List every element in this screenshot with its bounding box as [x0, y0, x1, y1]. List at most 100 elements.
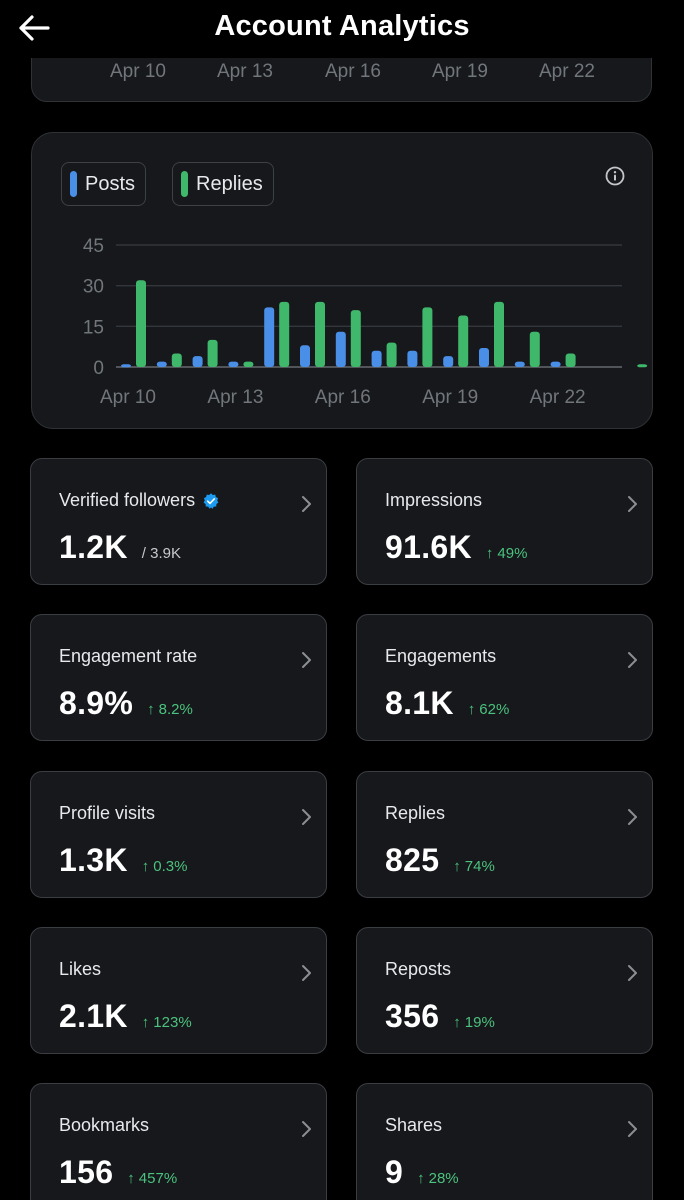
stat-value-row: 8.1K ↑ 62% — [385, 685, 509, 722]
x-tick-label: Apr 22 — [530, 387, 586, 408]
stat-change-value: 62% — [479, 701, 510, 718]
stat-change-value: 74% — [464, 858, 495, 875]
arrow-up-icon: ↑ — [127, 1170, 135, 1187]
stat-value: 1.3K — [59, 842, 128, 878]
stat-change-value: 49% — [497, 545, 528, 562]
chevron-right-icon — [628, 496, 637, 512]
stat-card-bookmarks[interactable]: Bookmarks 156 ↑ 457% — [30, 1083, 327, 1200]
replies-bar — [279, 301, 290, 367]
stat-card-profile-visits[interactable]: Profile visits 1.3K ↑ 0.3% — [30, 771, 327, 898]
stat-label: Reposts — [385, 959, 452, 979]
posts-bar — [514, 361, 525, 367]
chevron-right-icon — [302, 809, 311, 825]
verified-badge-icon — [203, 492, 219, 509]
y-tick-label: 0 — [93, 358, 104, 379]
stat-value-row: 1.3K ↑ 0.3% — [59, 842, 188, 879]
stat-card-engagements[interactable]: Engagements 8.1K ↑ 62% — [356, 614, 653, 741]
chevron-right-icon — [302, 965, 311, 981]
stat-card-verified-followers[interactable]: Verified followers 1.2K / 3.9K — [30, 458, 327, 585]
stat-change-value: 123% — [153, 1014, 192, 1031]
stat-label: Impressions — [385, 490, 483, 510]
y-tick-label: 15 — [83, 317, 104, 338]
chevron-right-icon — [628, 1121, 637, 1137]
posts-bar — [371, 350, 382, 367]
legend-replies-toggle[interactable]: Replies — [172, 162, 274, 206]
replies-bar — [207, 339, 218, 367]
stat-value-row: 8.9% ↑ 8.2% — [59, 685, 193, 722]
posts-bar — [156, 361, 167, 367]
replies-bar — [494, 301, 504, 367]
prev-x-label: Apr 19 — [432, 61, 488, 82]
stat-value-row: 156 ↑ 457% — [59, 1154, 177, 1191]
stat-card-likes[interactable]: Likes 2.1K ↑ 123% — [30, 927, 327, 1054]
stat-label: Likes — [59, 959, 102, 979]
replies-bar — [350, 310, 361, 367]
page-title: Account Analytics — [214, 10, 470, 42]
chevron-right-icon — [628, 809, 637, 825]
stat-change: ↑ 74% — [453, 858, 495, 875]
stat-change: ↑ 457% — [127, 1170, 177, 1187]
replies-bar — [458, 315, 469, 367]
replies-bar — [422, 307, 433, 367]
replies-bar — [529, 331, 540, 367]
prev-x-label: Apr 16 — [325, 61, 381, 82]
stat-change-value: 28% — [428, 1170, 459, 1187]
info-icon[interactable] — [604, 165, 626, 187]
x-tick-label: Apr 19 — [422, 387, 478, 408]
stat-label: Engagement rate — [59, 646, 198, 666]
stat-card-reposts[interactable]: Reposts 356 ↑ 19% — [356, 927, 653, 1054]
stat-value: 825 — [385, 842, 440, 878]
stat-card-engagement-rate[interactable]: Engagement rate 8.9% ↑ 8.2% — [30, 614, 327, 741]
stat-change-value: 457% — [138, 1170, 178, 1187]
x-tick-label: Apr 10 — [100, 387, 156, 408]
stat-change: ↑ 49% — [486, 545, 528, 562]
posts-swatch — [70, 171, 77, 197]
arrow-up-icon: ↑ — [467, 701, 476, 718]
stat-card-impressions[interactable]: Impressions 91.6K ↑ 49% — [356, 458, 653, 585]
posts-bar — [550, 361, 561, 367]
posts-bar — [443, 356, 454, 367]
posts-bar — [300, 345, 310, 367]
stat-value: 9 — [385, 1154, 404, 1190]
stat-value-row: 91.6K ↑ 49% — [385, 529, 527, 566]
stat-label: Shares — [385, 1115, 443, 1135]
posts-bar — [121, 364, 131, 368]
replies-bar — [171, 353, 182, 367]
legend-replies-label: Replies — [196, 172, 263, 195]
stat-change: ↑ 8.2% — [147, 701, 193, 718]
posts-bar — [335, 331, 346, 367]
stat-label: Bookmarks — [59, 1115, 150, 1135]
stat-value: 356 — [385, 998, 440, 1034]
arrow-up-icon: ↑ — [141, 858, 150, 875]
stat-value: 156 — [59, 1154, 114, 1190]
stat-value-row: 1.2K / 3.9K — [59, 529, 181, 566]
legend-posts-toggle[interactable]: Posts — [61, 162, 147, 206]
chevron-right-icon — [302, 496, 311, 512]
arrow-up-icon: ↑ — [453, 858, 461, 875]
stat-label: Replies — [385, 803, 446, 823]
stat-card-shares[interactable]: Shares 9 ↑ 28% — [356, 1083, 653, 1200]
stat-change-value: 0.3% — [153, 858, 188, 875]
legend-posts-label: Posts — [85, 172, 136, 195]
arrow-up-icon: ↑ — [453, 1014, 461, 1031]
stat-change-value: 8.2% — [158, 701, 193, 718]
stat-label-text: Verified followers — [59, 490, 196, 510]
back-button[interactable] — [14, 8, 54, 48]
stat-value-row: 9 ↑ 28% — [385, 1154, 459, 1191]
posts-bar — [479, 348, 489, 367]
replies-bar — [386, 342, 397, 367]
prev-x-label: Apr 10 — [110, 61, 166, 82]
posts-replies-bar-chart: 0 15 30 45 Apr 10 Apr 13 Apr 16 Apr 19 Apr 22 — [83, 236, 648, 408]
replies-bar — [315, 301, 325, 367]
stat-value-row: 356 ↑ 19% — [385, 998, 495, 1035]
stat-change-value: 19% — [464, 1014, 495, 1031]
stat-change: ↑ 62% — [468, 701, 510, 718]
posts-bar — [228, 361, 239, 367]
prev-x-label: Apr 22 — [539, 61, 595, 82]
posts-bar — [407, 350, 418, 367]
x-tick-label: Apr 16 — [315, 387, 371, 408]
stat-value: 8.1K — [385, 685, 454, 721]
stat-card-replies[interactable]: Replies 825 ↑ 74% — [356, 771, 653, 898]
posts-bar — [264, 307, 275, 367]
prev-x-label: Apr 13 — [217, 61, 273, 82]
